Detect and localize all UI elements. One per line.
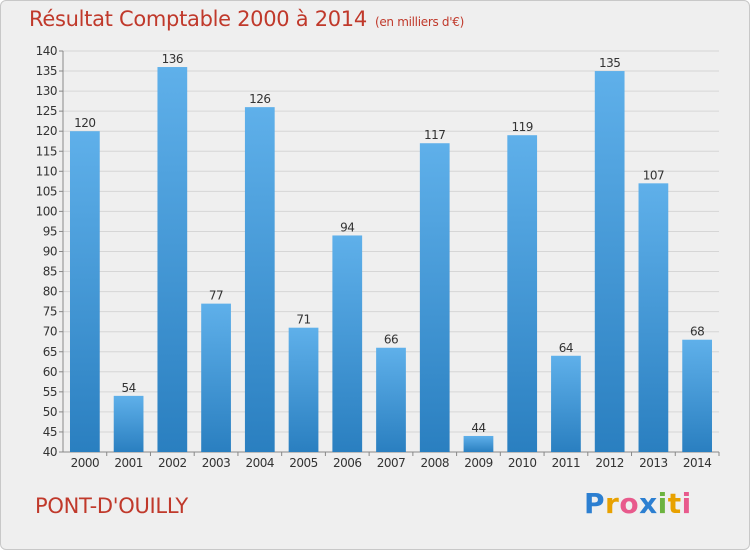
bar-2014 bbox=[682, 339, 713, 452]
bar-value-label: 107 bbox=[643, 168, 664, 182]
bar-2007 bbox=[376, 347, 406, 452]
x-tick-label: 2007 bbox=[377, 456, 406, 470]
bar-value-label: 117 bbox=[424, 128, 445, 142]
x-tick-label: 2011 bbox=[552, 456, 581, 470]
bar-2010 bbox=[507, 135, 538, 452]
x-tick-label: 2012 bbox=[595, 456, 624, 470]
logo-letter: x bbox=[639, 487, 658, 520]
bar-2006 bbox=[332, 235, 363, 452]
x-tick-label: 2008 bbox=[420, 456, 449, 470]
bar-value-label: 66 bbox=[384, 333, 398, 347]
y-tick-label: 120 bbox=[36, 124, 57, 138]
bar-2003 bbox=[201, 303, 231, 452]
bar-2001 bbox=[113, 395, 144, 452]
bar-2009 bbox=[463, 435, 494, 452]
bar-value-label: 44 bbox=[471, 421, 485, 435]
y-tick-label: 40 bbox=[43, 445, 57, 459]
bar-value-label: 136 bbox=[162, 52, 183, 66]
y-tick-label: 130 bbox=[36, 84, 57, 98]
bar-value-label: 54 bbox=[121, 381, 135, 395]
y-tick-label: 80 bbox=[43, 285, 57, 299]
bar-value-label: 119 bbox=[511, 120, 532, 134]
logo-letter: r bbox=[605, 487, 620, 520]
bar-2008 bbox=[419, 143, 450, 453]
y-tick-label: 95 bbox=[43, 224, 57, 238]
x-tick-label: 2001 bbox=[114, 456, 143, 470]
y-tick-label: 140 bbox=[36, 44, 57, 58]
bar-value-label: 126 bbox=[249, 92, 270, 106]
bar-2012 bbox=[594, 71, 625, 453]
x-tick-label: 2000 bbox=[71, 456, 100, 470]
x-tick-label: 2004 bbox=[246, 456, 275, 470]
bar-2002 bbox=[157, 67, 188, 452]
y-tick-label: 45 bbox=[43, 425, 57, 439]
y-tick-label: 65 bbox=[43, 345, 57, 359]
x-tick-label: 2002 bbox=[158, 456, 187, 470]
y-tick-label: 105 bbox=[36, 184, 57, 198]
y-tick-label: 110 bbox=[36, 164, 57, 178]
chart-title: Résultat Comptable 2000 à 2014 (en millie… bbox=[29, 7, 464, 31]
bar-value-label: 135 bbox=[599, 56, 620, 70]
bar-2013 bbox=[638, 183, 669, 452]
y-tick-label: 50 bbox=[43, 405, 57, 419]
bar-value-label: 64 bbox=[559, 341, 573, 355]
bar-2004 bbox=[244, 107, 275, 452]
y-tick-label: 115 bbox=[36, 144, 57, 158]
bar-value-label: 94 bbox=[340, 220, 354, 234]
bar-2005 bbox=[288, 327, 319, 452]
x-tick-label: 2003 bbox=[202, 456, 231, 470]
x-tick-label: 2014 bbox=[683, 456, 712, 470]
bar-2000 bbox=[69, 131, 100, 452]
x-tick-label: 2006 bbox=[333, 456, 362, 470]
y-tick-label: 55 bbox=[43, 385, 57, 399]
y-tick-label: 100 bbox=[36, 204, 57, 218]
x-tick-label: 2013 bbox=[639, 456, 668, 470]
y-tick-label: 75 bbox=[43, 305, 57, 319]
proxiti-logo: Proxiti bbox=[584, 487, 692, 520]
bar-value-label: 71 bbox=[296, 313, 310, 327]
y-tick-label: 60 bbox=[43, 365, 57, 379]
x-tick-label: 2010 bbox=[508, 456, 537, 470]
x-tick-label: 2005 bbox=[289, 456, 318, 470]
location-label: PONT-D'OUILLY bbox=[35, 494, 188, 518]
logo-letter: P bbox=[584, 487, 606, 520]
x-tick-label: 2009 bbox=[464, 456, 493, 470]
logo-letter: i bbox=[681, 487, 692, 520]
chart-subtitle: (en milliers d'€) bbox=[374, 15, 464, 29]
y-tick-label: 135 bbox=[36, 64, 57, 78]
bar-value-label: 68 bbox=[690, 325, 704, 339]
logo-letter: o bbox=[619, 487, 640, 520]
bar-value-label: 77 bbox=[209, 289, 223, 303]
bar-2011 bbox=[551, 355, 581, 452]
logo-letter: t bbox=[667, 487, 682, 520]
chart-title-text: Résultat Comptable 2000 à 2014 bbox=[29, 7, 367, 31]
bar-value-label: 120 bbox=[74, 116, 95, 130]
y-tick-label: 85 bbox=[43, 265, 57, 279]
logo-letter: i bbox=[657, 487, 668, 520]
y-tick-label: 70 bbox=[43, 325, 57, 339]
y-tick-label: 125 bbox=[36, 104, 57, 118]
y-tick-label: 90 bbox=[43, 245, 57, 259]
